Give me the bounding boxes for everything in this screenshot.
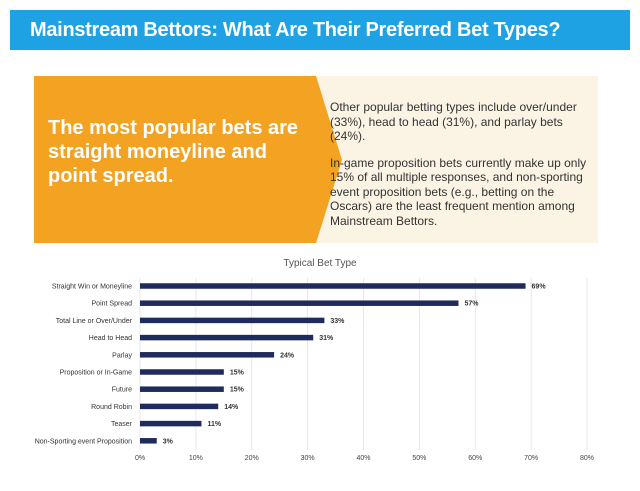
chart-title: Typical Bet Type (283, 258, 357, 269)
value-label: 11% (207, 421, 221, 428)
page-title: Mainstream Bettors: What Are Their Prefe… (30, 19, 561, 41)
title-banner: Mainstream Bettors: What Are Their Prefe… (10, 10, 630, 50)
category-label: Teaser (111, 421, 133, 428)
category-label: Parlay (112, 352, 132, 359)
x-tick-label: 20% (245, 455, 259, 462)
x-tick-label: 30% (301, 455, 315, 462)
callout-text-panel: Other popular betting types include over… (330, 100, 592, 240)
value-label: 24% (280, 352, 295, 359)
value-label: 3% (163, 438, 174, 445)
callout-paragraph-1: Other popular betting types include over… (330, 100, 577, 143)
bar (140, 369, 224, 375)
callout-arrow (316, 76, 342, 243)
category-label: Proposition or In-Game (60, 370, 132, 377)
value-label: 33% (330, 318, 345, 325)
x-tick-label: 60% (468, 455, 482, 462)
value-label: 15% (230, 370, 245, 377)
x-tick-label: 0% (135, 455, 145, 462)
x-tick-label: 10% (189, 455, 203, 462)
value-label: 57% (464, 301, 479, 308)
bar (140, 352, 275, 358)
chart-panel (34, 244, 598, 466)
category-label: Non-Sporting event Proposition (35, 438, 132, 445)
x-tick-label: 80% (580, 455, 594, 462)
bar (140, 317, 325, 324)
category-label: Head to Head (89, 335, 132, 342)
callout-box: The most popular bets are straight money… (34, 76, 598, 243)
category-label: Future (112, 387, 132, 394)
bar (140, 386, 224, 392)
bar (140, 403, 219, 410)
callout-headline-panel: The most popular bets are straight money… (34, 76, 316, 243)
category-label: Point Spread (92, 301, 133, 308)
x-tick-label: 70% (524, 455, 538, 462)
category-label: Round Robin (91, 404, 132, 411)
bar (140, 334, 314, 341)
callout-headline: The most popular bets are straight money… (48, 117, 299, 187)
x-tick-label: 50% (412, 455, 426, 462)
callout-paragraph-2: In-game proposition bets currently make … (330, 155, 587, 228)
value-label: 31% (319, 335, 334, 342)
value-label: 14% (224, 404, 239, 411)
bar (140, 438, 157, 444)
bar (140, 420, 202, 427)
category-label: Straight Win or Moneyline (52, 284, 132, 291)
bar (140, 300, 459, 306)
value-label: 69% (532, 284, 547, 291)
x-tick-label: 40% (356, 455, 370, 462)
bar (140, 283, 526, 289)
value-label: 15% (230, 387, 245, 394)
category-label: Total Line or Over/Under (56, 318, 133, 325)
